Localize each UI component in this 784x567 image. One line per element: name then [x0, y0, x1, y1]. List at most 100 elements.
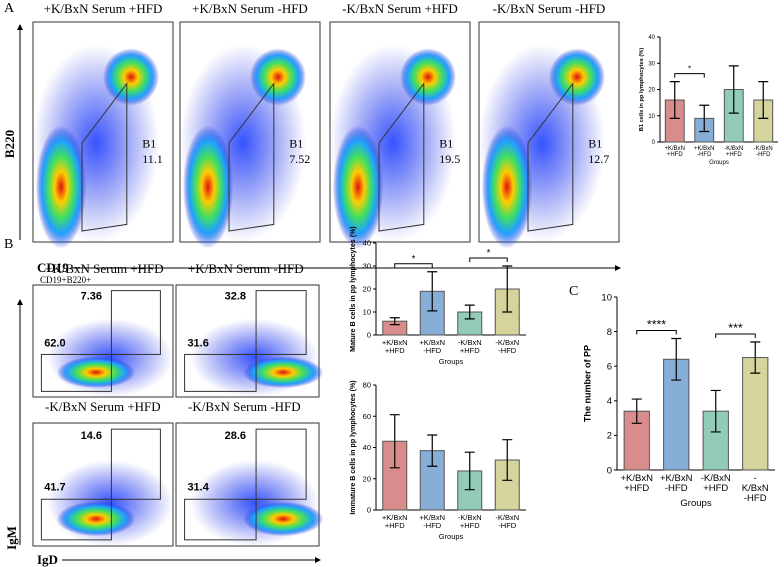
y-tick-label: 60	[363, 412, 371, 421]
y-axis-label: Immature B cells in pp lymphocytes (%)	[349, 380, 357, 515]
x-tick-label: +K/BxN +HFD	[381, 513, 408, 530]
gate-value: 31.4	[187, 482, 209, 494]
y-tick-label: 0	[367, 506, 371, 515]
x-tick-label: -K/BxN -HFD	[495, 513, 520, 530]
gate-name: B1	[142, 136, 156, 150]
gate	[378, 82, 425, 232]
significance-bracket	[674, 73, 705, 78]
y-axis-label: B1 cells in pp lymphocytes (%)	[639, 48, 645, 132]
panel-label: A	[4, 1, 15, 16]
error-bar	[502, 265, 513, 313]
gate-value: 41.7	[44, 482, 65, 494]
gate-value: 14.6	[81, 430, 102, 442]
gate	[110, 290, 161, 355]
y-tick-label: 30	[363, 262, 371, 271]
y-tick-label: 20	[363, 285, 371, 294]
y-tick-label: 40	[648, 35, 655, 41]
x-tick-label: +K/BxN -HFD	[660, 473, 693, 494]
plot-title: +K/BxN Serum -HFD	[192, 1, 308, 16]
bar	[742, 357, 769, 471]
plot-title: +K/BxN Serum +HFD	[44, 1, 163, 16]
significance-label: ***	[728, 321, 743, 335]
gate-value: 28.6	[225, 430, 246, 442]
y-tick-label: 0	[367, 331, 371, 340]
x-tick-label: +K/BxN +HFD	[620, 473, 653, 494]
density	[481, 125, 533, 249]
gate	[40, 353, 112, 392]
y-tick-label: 10	[601, 292, 612, 303]
gate-value: 62.0	[44, 338, 65, 350]
y-tick-label: 2	[607, 431, 612, 442]
gate-name: B1	[289, 136, 303, 150]
y-axis-label: The number of PP	[582, 345, 592, 422]
y-tick-label: 40	[363, 239, 371, 248]
significance-bracket	[394, 263, 433, 268]
bar	[419, 290, 445, 336]
x-tick-label: +K/BxN +HFD	[664, 146, 686, 159]
x-tick-label: -K/BxN -HFD	[753, 146, 773, 159]
density	[56, 501, 136, 537]
x-tick-label: -K/BxN +HFD	[724, 146, 744, 159]
y-tick-label: 10	[363, 308, 371, 317]
panel-label: C	[569, 284, 578, 299]
gate-value: 7.52	[289, 152, 310, 166]
gate	[255, 290, 307, 355]
gate	[81, 82, 128, 232]
axis-label: IgM	[4, 526, 19, 550]
gate	[255, 428, 307, 500]
error-bar	[758, 81, 769, 119]
significance-label: *	[412, 254, 416, 265]
x-tick-label: -K/BxN +HFD	[457, 338, 482, 355]
x-tick-label: +K/BxN -HFD	[419, 338, 446, 355]
error-bar	[464, 304, 475, 320]
error-bar	[669, 81, 680, 119]
significance-label: *	[688, 65, 691, 74]
gate-value: 19.5	[439, 152, 460, 166]
error-bar	[389, 317, 400, 326]
gate-value: 32.8	[225, 291, 246, 303]
gate-name: B1	[439, 136, 453, 150]
gate	[110, 428, 161, 500]
density	[549, 48, 605, 106]
error-bar	[750, 341, 761, 374]
x-tick-label: +K/BxN -HFD	[419, 513, 446, 530]
y-tick-label: 80	[363, 381, 371, 390]
gate-name: B1	[588, 136, 602, 150]
x-axis-label: Groups	[438, 531, 464, 541]
density	[332, 125, 384, 249]
axis-label: B220	[2, 130, 17, 158]
y-tick-label: 40	[363, 443, 371, 452]
y-tick-label: 30	[648, 61, 655, 67]
y-tick-label: 20	[648, 88, 655, 94]
x-axis-label: Groups	[709, 160, 729, 166]
y-tick-label: 8	[607, 327, 612, 338]
x-tick-label: -K/BxN -HFD	[495, 338, 520, 355]
plot-title: +K/BxN Serum -HFD	[188, 261, 304, 276]
plot-title: +K/BxN Serum +HFD	[45, 261, 164, 276]
y-tick-label: 20	[363, 474, 371, 483]
density	[243, 356, 324, 389]
gate	[40, 498, 112, 541]
axis-label: CD19	[37, 260, 69, 275]
subtitle: CD19+B220+	[40, 275, 91, 285]
significance-label: ****	[647, 318, 666, 332]
density	[400, 48, 456, 106]
x-tick-label: +K/BxN +HFD	[381, 338, 408, 355]
density	[182, 125, 234, 249]
error-bar	[710, 389, 721, 433]
plot-title: -K/BxN Serum -HFD	[493, 1, 606, 16]
density	[103, 48, 159, 106]
x-tick-label: -K/BxN +HFD	[700, 473, 731, 494]
error-bar	[427, 434, 438, 467]
density	[35, 125, 87, 249]
significance-bracket	[636, 330, 677, 335]
error-bar	[671, 337, 682, 381]
x-tick-label: -K/BxN +HFD	[457, 513, 482, 530]
x-tick-label: -K/BxN -HFD	[741, 473, 769, 504]
y-axis-label: Mature B cells in pp lymphocytes (%)	[349, 226, 357, 352]
significance-bracket	[715, 333, 756, 338]
gate	[184, 498, 257, 541]
x-axis-label: Groups	[438, 356, 464, 366]
gate-value: 31.6	[187, 338, 208, 350]
